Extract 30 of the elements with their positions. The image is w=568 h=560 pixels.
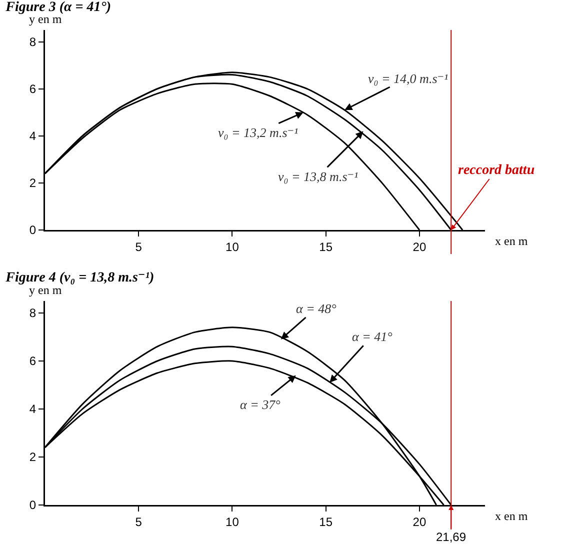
annotation: α = 37° (240, 397, 280, 412)
y-tick-label: 4 (29, 402, 36, 416)
ref-line-label: reccord battu (458, 163, 535, 178)
y-tick-label: 8 (29, 306, 36, 320)
y-tick-label: 2 (29, 450, 36, 464)
annotation: α = 41° (352, 329, 392, 344)
chart-title: Figure 4 (v₀ = 13,8 m.s⁻¹) (4, 270, 154, 286)
y-tick-label: 2 (29, 176, 36, 190)
x-tick-label: 15 (319, 240, 333, 254)
y-tick-label: 4 (29, 129, 36, 144)
x-tick-label: 20 (412, 514, 426, 529)
x-axis-title: x en m (495, 234, 528, 248)
x-tick-label: 5 (135, 514, 142, 529)
y-tick-label: 6 (29, 354, 36, 368)
y-tick-label: 6 (29, 82, 36, 96)
y-axis-title: y en m (29, 283, 62, 297)
annotation: v₀ = 13,8 m.s⁻¹ (278, 169, 358, 184)
x-tick-label: 5 (135, 240, 142, 254)
y-tick-label: 0 (29, 223, 36, 238)
x-axis-title: x en m (495, 509, 528, 523)
annotation: v₀ = 13,2 m.s⁻¹ (218, 125, 298, 140)
y-tick-label: 8 (29, 34, 36, 49)
x-tick-label: 20 (412, 240, 426, 254)
annotation: v₀ = 14,0 m.s⁻¹ (368, 71, 448, 86)
annotation: α = 48° (296, 301, 336, 316)
y-tick-label: 0 (29, 498, 36, 512)
x-tick-label: 15 (319, 514, 333, 529)
x-tick-label: 10 (226, 514, 240, 529)
x-tick-label: 10 (226, 240, 240, 254)
ref-line-label: 21,69 (436, 530, 466, 544)
